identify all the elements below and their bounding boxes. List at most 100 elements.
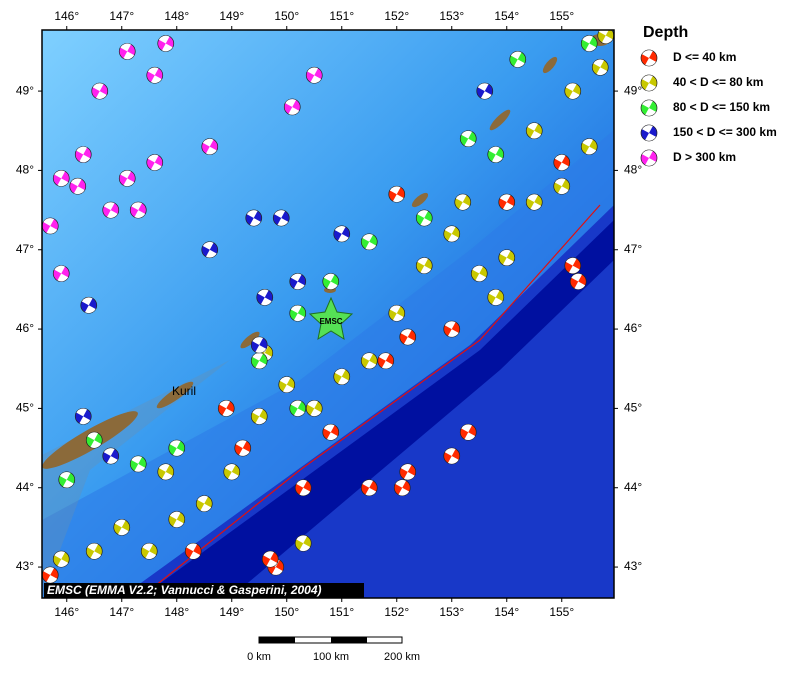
lon-tick-label: 147° — [109, 605, 134, 619]
beachball-wedge — [554, 178, 566, 187]
beachball-wedge — [202, 138, 214, 147]
beachball — [388, 185, 406, 203]
beachball — [118, 169, 136, 187]
beachball-wedge — [582, 35, 594, 44]
beachball-wedge — [114, 519, 126, 528]
beachball-wedge — [161, 471, 173, 480]
beachball — [459, 423, 477, 441]
beachball — [580, 138, 598, 155]
beachball — [74, 146, 92, 163]
beachball-wedge — [378, 352, 390, 361]
beachball-wedge — [279, 376, 291, 385]
beachball-wedge — [186, 543, 198, 552]
beachball-wedge — [417, 257, 429, 266]
beachball-wedge — [323, 273, 335, 282]
beachball — [509, 51, 527, 68]
beachball — [146, 154, 164, 171]
credit: EMSC (EMMA V2.2; Vannucci & Gasperini, 2… — [47, 583, 322, 597]
beachball-wedge — [57, 178, 69, 187]
beachball-wedge — [257, 289, 269, 298]
beachball-wedge — [530, 130, 542, 139]
beachball-wedge — [585, 146, 597, 155]
lon-tick-label: 148° — [164, 605, 189, 619]
credit-box — [44, 583, 364, 598]
beachball-wedge — [389, 186, 401, 195]
beachball-wedge — [362, 479, 374, 488]
beachball-wedge — [513, 59, 525, 68]
beachball-wedge — [290, 305, 302, 314]
beachball-wedge — [310, 408, 322, 417]
beachball-wedge — [43, 218, 55, 226]
beachball-wedge — [147, 154, 159, 163]
beachball-wedge — [134, 210, 146, 218]
beachball-wedge — [642, 50, 653, 58]
beachball — [102, 201, 120, 219]
beachball-wedge — [645, 158, 656, 166]
beachball-wedge — [389, 305, 401, 314]
beachball-wedge — [103, 448, 115, 456]
lat-tick-label: 45° — [16, 401, 34, 415]
beachball — [80, 296, 98, 314]
beachball-wedge — [323, 424, 335, 433]
beachball-wedge — [224, 464, 236, 472]
beachball-wedge — [252, 408, 264, 417]
beachball-wedge — [54, 265, 66, 274]
beachball-wedge — [420, 265, 432, 274]
beachball-wedge — [642, 150, 653, 158]
beachball-wedge — [455, 194, 467, 203]
beachball-wedge — [106, 210, 118, 218]
beachball-wedge — [398, 487, 410, 496]
beachball — [195, 495, 213, 512]
beachball-wedge — [362, 233, 374, 242]
beachball-wedge — [150, 75, 162, 84]
beachball-wedge — [530, 202, 542, 210]
beachball-wedge — [420, 218, 432, 226]
beachball-wedge — [169, 511, 181, 520]
beachball-wedge — [582, 138, 594, 147]
beachball — [58, 471, 76, 489]
legend-title: Depth — [643, 24, 688, 41]
beachball-wedge — [326, 281, 338, 290]
beachball — [113, 519, 131, 536]
beachball — [129, 201, 147, 219]
beachball — [140, 542, 158, 560]
beachball — [487, 288, 505, 306]
beachball-wedge — [46, 574, 58, 583]
beachball — [459, 130, 477, 148]
beachball-wedge — [293, 281, 305, 290]
beachball — [476, 82, 494, 100]
beachball — [580, 35, 598, 52]
beachball-wedge — [444, 321, 456, 330]
beachball-wedge — [246, 210, 258, 219]
beachball-wedge — [488, 289, 500, 298]
lon-tick-label: 149° — [219, 605, 244, 619]
beachball-wedge — [103, 202, 115, 211]
beachball-wedge — [271, 567, 283, 575]
beachball — [234, 439, 252, 457]
beachball — [415, 257, 433, 274]
beachball-wedge — [403, 337, 415, 345]
beachball-wedge — [189, 551, 201, 560]
beachball — [201, 138, 219, 155]
beachball — [443, 225, 461, 243]
scale-label: 200 km — [384, 651, 420, 663]
lat-tick-label: 45° — [624, 401, 642, 415]
beachball-wedge — [499, 194, 511, 203]
beachball-wedge — [565, 257, 577, 266]
lon-tick-label: 150° — [274, 605, 299, 619]
scale-bar: 0 km 100 km 200 km — [247, 636, 420, 663]
lat-tick-label: 44° — [624, 480, 642, 494]
lat-tick-label: 43° — [16, 559, 34, 573]
beachball — [377, 352, 395, 370]
beachball-wedge — [568, 91, 580, 99]
beachball-wedge — [222, 408, 234, 417]
lon-tick-label: 150° — [274, 9, 299, 23]
beachball-wedge — [444, 448, 456, 456]
beachball-wedge — [461, 424, 473, 433]
beachball-wedge — [365, 360, 377, 369]
beachball-wedge — [381, 360, 393, 369]
lat-tick-label: 48° — [16, 163, 34, 177]
beachball-wedge — [131, 202, 143, 211]
beachball — [360, 479, 378, 497]
